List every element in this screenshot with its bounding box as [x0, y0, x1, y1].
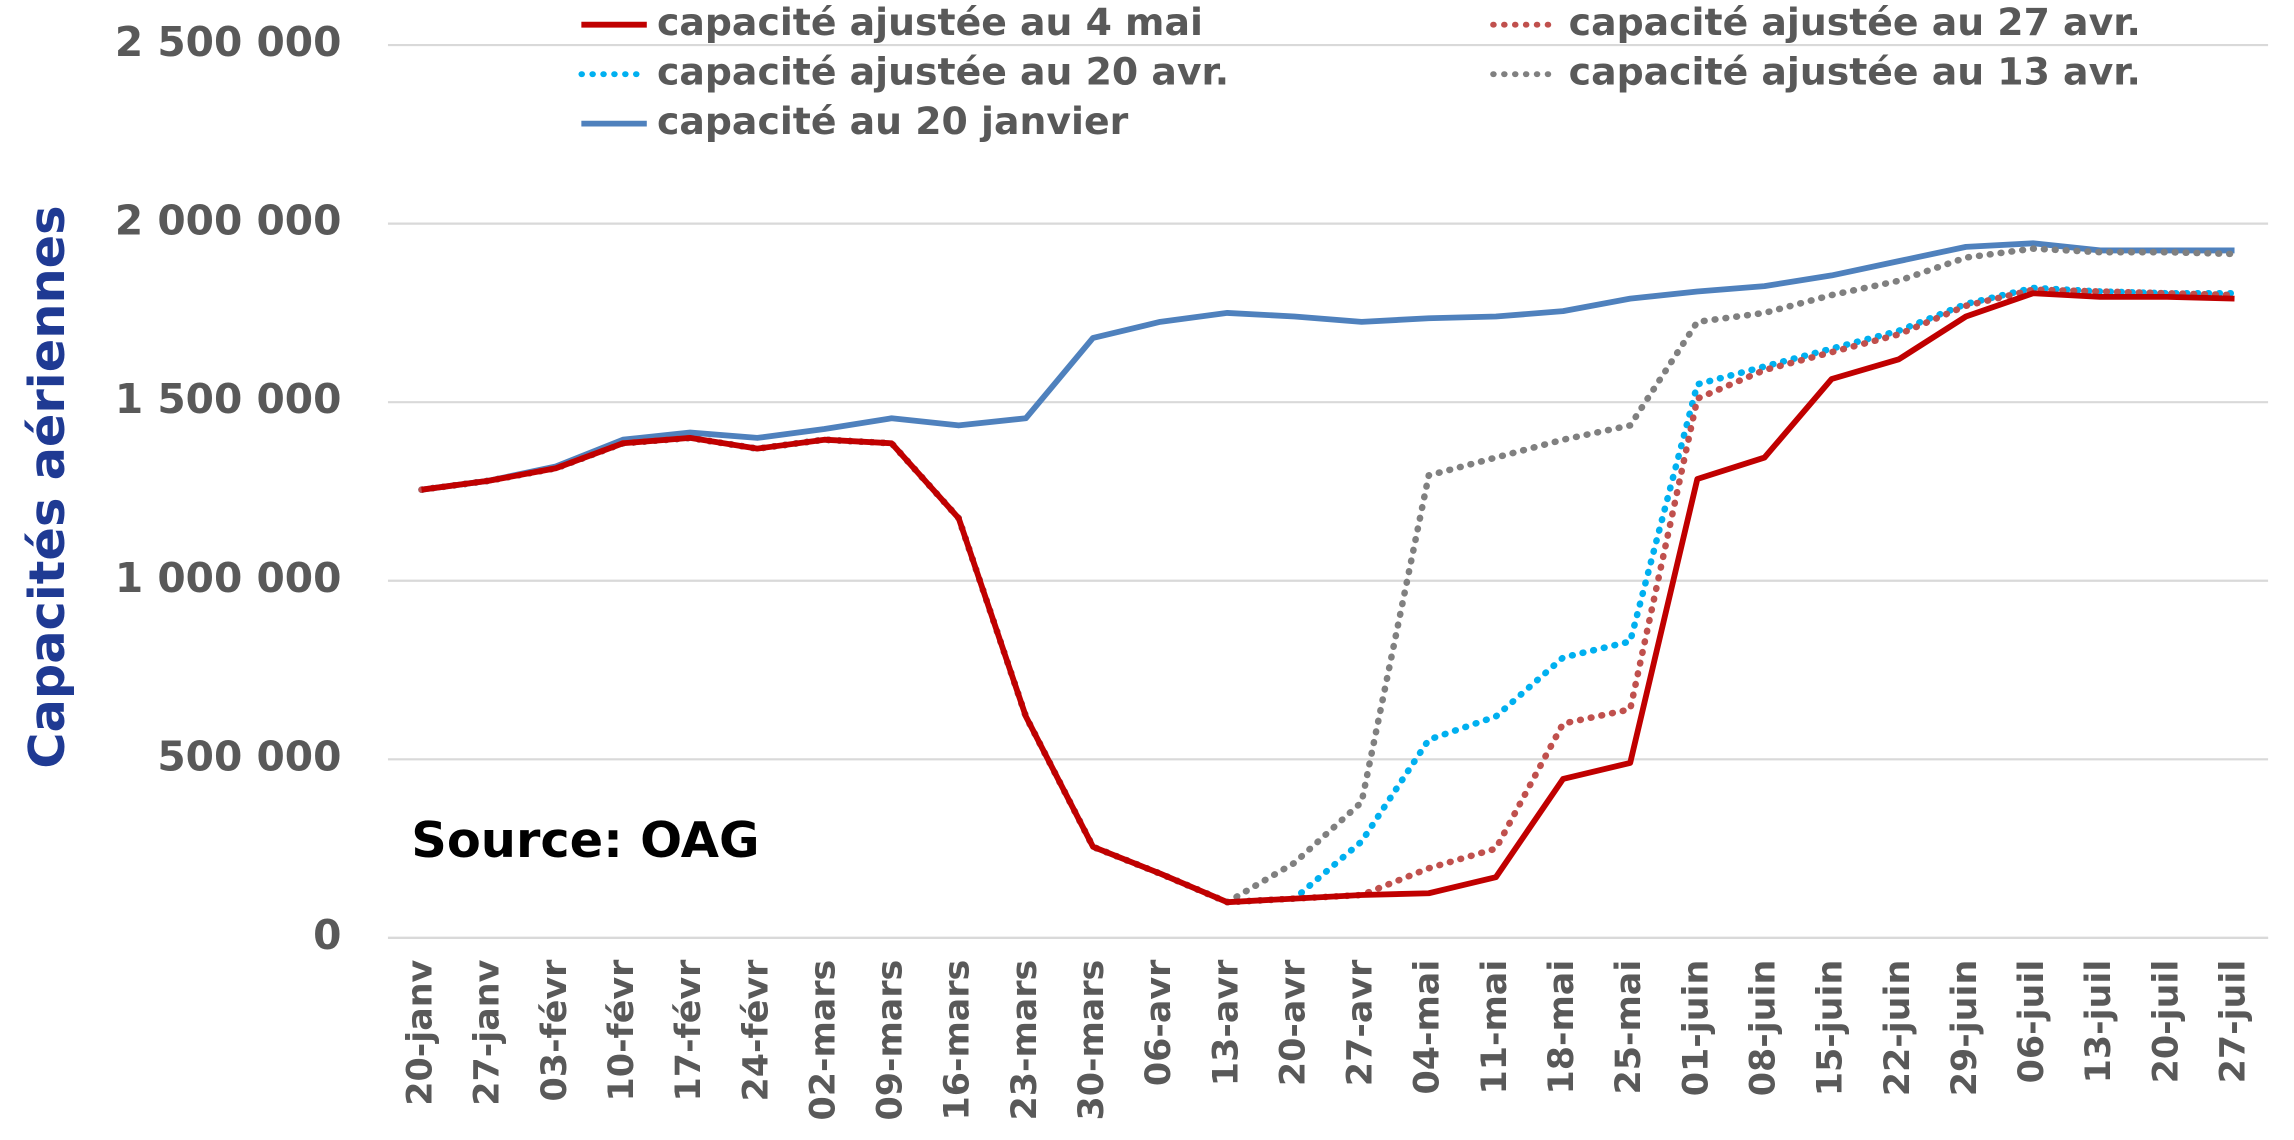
legend-label: capacité ajustée au 13 avr. [1569, 50, 2141, 94]
y-tick-label: 1 500 000 [115, 375, 342, 423]
x-tick-label: 27-avr [1341, 959, 1381, 1086]
annotation: Source: OAG [411, 811, 759, 869]
x-tick-label: 20-juil [2146, 960, 2186, 1084]
x-tick-label: 01-juin [1676, 960, 1716, 1097]
x-tick-label: 06-juil [2012, 960, 2052, 1084]
y-tick-label: 2 000 000 [115, 197, 342, 245]
y-axis-label: Capacités aériennes [18, 205, 76, 768]
x-tick-label: 13-avr [1206, 959, 1246, 1086]
series-line [418, 245, 2238, 906]
x-tick-label: 17-févr [669, 959, 709, 1102]
x-tick-label: 20-avr [1273, 959, 1313, 1086]
y-tick-label: 500 000 [157, 732, 341, 780]
series-line [421, 240, 2235, 493]
x-tick-label: 29-juin [1945, 960, 1985, 1097]
legend-label: capacité ajustée au 27 avr. [1569, 0, 2141, 44]
x-tick-label: 30-mars [1072, 960, 1112, 1121]
x-tick-label: 03-févr [535, 959, 575, 1102]
legend-label: capacité ajustée au 20 avr. [657, 50, 1229, 94]
x-tick-label: 11-mai [1475, 960, 1515, 1095]
x-tick-label: 18-mai [1542, 960, 1582, 1095]
x-tick-label: 16-mars [938, 960, 978, 1121]
x-tick-label: 23-mars [1005, 960, 1045, 1121]
x-tick-label: 09-mars [871, 960, 911, 1121]
x-tick-label: 04-mai [1408, 960, 1448, 1095]
series-line [421, 290, 2235, 906]
x-tick-label: 13-juil [2079, 960, 2119, 1084]
x-tick-label: 20-janv [401, 959, 441, 1105]
x-tick-label: 10-févr [602, 959, 642, 1102]
x-tick-label: 27-juil [2214, 960, 2254, 1084]
x-tick-label: 06-avr [1139, 959, 1179, 1086]
x-tick-label: 08-juin [1743, 960, 1783, 1097]
y-tick-label: 0 [313, 911, 341, 959]
y-tick-label: 1 000 000 [115, 554, 342, 602]
x-tick-label: 24-févr [736, 959, 776, 1102]
x-tick-label: 25-mai [1609, 960, 1649, 1095]
legend-label: capacité ajustée au 4 mai [657, 0, 1203, 44]
x-tick-label: 02-mars [803, 960, 843, 1121]
x-tick-label: 27-janv [468, 959, 508, 1105]
x-tick-label: 15-juin [1811, 960, 1851, 1097]
legend-label: capacité au 20 janvier [657, 99, 1129, 143]
x-tick-label: 22-juin [1878, 960, 1918, 1097]
y-tick-label: 2 500 000 [115, 18, 342, 66]
